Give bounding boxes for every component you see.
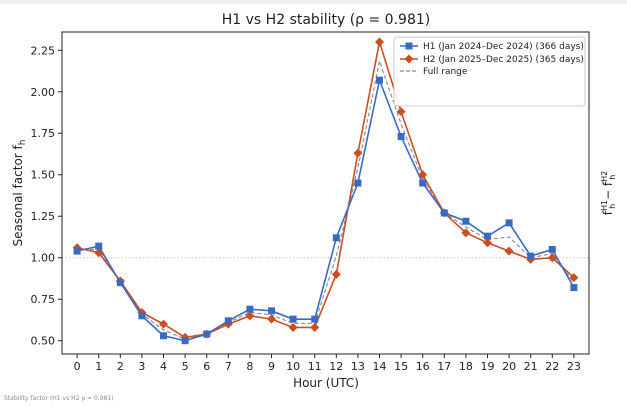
- x-tick-label: 3: [138, 360, 145, 373]
- h1-point: [203, 330, 211, 338]
- x-tick-label: 19: [480, 360, 494, 373]
- right-label-minus: − f: [601, 181, 615, 204]
- y-tick-label: 1.75: [31, 127, 56, 140]
- x-tick-label: 12: [329, 360, 343, 373]
- h1-point: [95, 242, 103, 250]
- h1-point: [160, 332, 168, 340]
- series-line-h2: [76, 41, 575, 339]
- x-tick-label: 4: [160, 360, 167, 373]
- h1-point: [548, 245, 556, 253]
- right-axis-label: fH1h − fH2h: [600, 171, 617, 215]
- x-tick-label: 15: [394, 360, 408, 373]
- x-tick-label: 11: [308, 360, 322, 373]
- h1-point: [116, 279, 124, 287]
- h2-point: [482, 238, 492, 248]
- chart-title: H1 vs H2 stability (ρ = 0.981): [222, 12, 430, 28]
- x-tick-label: 9: [268, 360, 275, 373]
- y-axis-label-subscript: h: [18, 140, 28, 146]
- x-tick-label: 6: [203, 360, 210, 373]
- legend-box: [393, 36, 586, 107]
- series-line-full-range: [77, 58, 575, 340]
- y-tick-label: 1.25: [31, 210, 56, 223]
- x-tick-label: 20: [502, 360, 516, 373]
- h1-point: [397, 133, 405, 141]
- top-strip: [0, 0, 627, 4]
- h1-point: [419, 179, 427, 187]
- h1-point: [462, 217, 470, 225]
- x-tick-label: 2: [117, 360, 124, 373]
- x-tick-label: 18: [459, 360, 473, 373]
- h1-point: [354, 179, 362, 187]
- h1-point: [268, 307, 276, 315]
- x-tick-label: 7: [225, 360, 232, 373]
- y-axis-label: Seasonal factor fh: [11, 140, 28, 247]
- legend-full-label: Full range: [423, 67, 468, 77]
- right-label-sub1: h: [608, 204, 617, 209]
- y-tick-label: 2.00: [31, 86, 56, 99]
- y-tick-label: 0.75: [31, 293, 56, 306]
- h1-point: [527, 252, 535, 260]
- x-tick-label: 1: [95, 360, 102, 373]
- h2-point: [267, 314, 277, 324]
- y-tick-label: 0.50: [31, 335, 56, 348]
- footer-note: Stability factor (H1 vs H2 ρ = 0.981): [4, 395, 114, 402]
- h2-point: [418, 170, 428, 180]
- x-tick-label: 13: [351, 360, 365, 373]
- h1-point: [375, 76, 383, 84]
- x-tick-label: 23: [567, 360, 581, 373]
- y-tick-label: 1.50: [31, 169, 56, 182]
- x-tick-label: 5: [182, 360, 189, 373]
- h1-point: [73, 247, 81, 255]
- h1-point: [570, 284, 578, 292]
- legend: H1 (Jan 2024–Dec 2024) (366 days) H2 (Ja…: [393, 36, 586, 107]
- h2-point: [374, 37, 384, 47]
- x-tick-label: 14: [372, 360, 386, 373]
- series-line-h1: [76, 77, 575, 342]
- h1-point: [138, 312, 146, 320]
- plot-border: [61, 31, 590, 355]
- right-label-sup1: H1: [600, 200, 609, 211]
- h2-point: [547, 253, 557, 263]
- h1-point: [181, 337, 189, 345]
- h2-point: [504, 246, 514, 256]
- h1-point: [224, 317, 232, 325]
- x-tick-label: 0: [74, 360, 81, 373]
- y-tick-label: 2.25: [31, 44, 56, 57]
- h2-point: [310, 322, 320, 332]
- right-label-sup2: H2: [600, 171, 609, 182]
- h1-point: [311, 315, 319, 323]
- h1-point: [483, 232, 491, 240]
- x-axis-label: Hour (UTC): [293, 376, 359, 390]
- h2-point: [331, 269, 341, 279]
- x-tick-label: 17: [437, 360, 451, 373]
- x-tick-label: 22: [545, 360, 559, 373]
- legend-h2-marker: [404, 54, 414, 64]
- h1-point: [332, 234, 340, 242]
- right-label-sub2: h: [608, 175, 617, 180]
- x-tick-label: 10: [286, 360, 300, 373]
- right-label-f1: f: [601, 210, 615, 215]
- x-tick-label: 16: [416, 360, 430, 373]
- h1-point: [289, 315, 297, 323]
- h2-point: [94, 248, 104, 258]
- h1-point: [440, 209, 448, 217]
- h2-point: [288, 322, 298, 332]
- x-tick-label: 8: [246, 360, 253, 373]
- h1-point: [505, 219, 513, 227]
- x-tick-label: 21: [524, 360, 538, 373]
- y-tick-label: 1.00: [31, 252, 56, 265]
- h1-point: [246, 305, 254, 313]
- legend-h2-label: H2 (Jan 2025–Dec 2025) (365 days): [423, 55, 584, 65]
- legend-h1-marker: [405, 42, 413, 50]
- h2-point: [461, 228, 471, 238]
- y-axis-label-main: Seasonal factor f: [11, 144, 25, 246]
- legend-h1-label: H1 (Jan 2024–Dec 2024) (366 days): [423, 42, 584, 52]
- h2-point: [569, 273, 579, 283]
- h2-point: [353, 148, 363, 158]
- h2-point: [396, 107, 406, 117]
- h2-point: [159, 319, 169, 329]
- h2-point: [245, 311, 255, 321]
